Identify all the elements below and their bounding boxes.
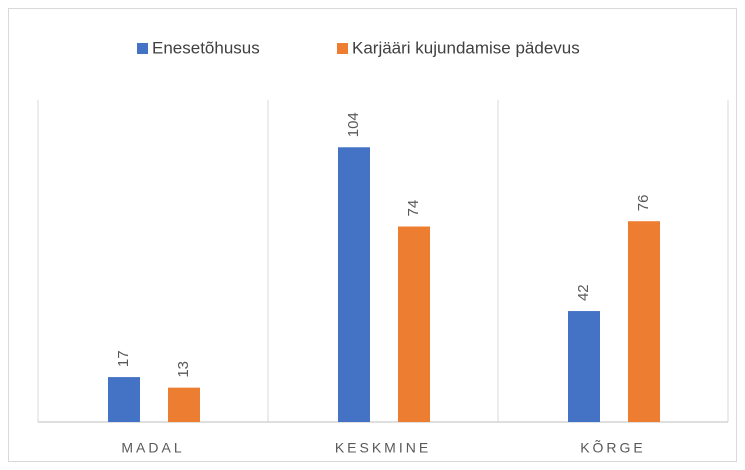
data-label: 74 xyxy=(405,200,422,217)
legend-label: Enesetõhusus xyxy=(152,38,260,57)
legend-swatch xyxy=(337,43,348,54)
data-label: 76 xyxy=(635,195,652,212)
bar xyxy=(398,226,430,422)
bar xyxy=(168,387,200,422)
legend-label: Karjääri kujundamise pädevus xyxy=(352,38,580,57)
x-tick-label: KÕRGE xyxy=(580,440,646,456)
data-label: 104 xyxy=(345,112,362,137)
bar xyxy=(568,311,600,422)
bar xyxy=(108,377,140,422)
x-tick-label: MADAL xyxy=(121,440,184,456)
x-tick-label: KESKMINE xyxy=(335,440,431,456)
data-label: 17 xyxy=(115,350,132,367)
data-label: 42 xyxy=(575,284,592,301)
bar xyxy=(338,147,370,422)
bar xyxy=(628,221,660,422)
data-label: 13 xyxy=(175,361,192,378)
legend-swatch xyxy=(137,43,148,54)
